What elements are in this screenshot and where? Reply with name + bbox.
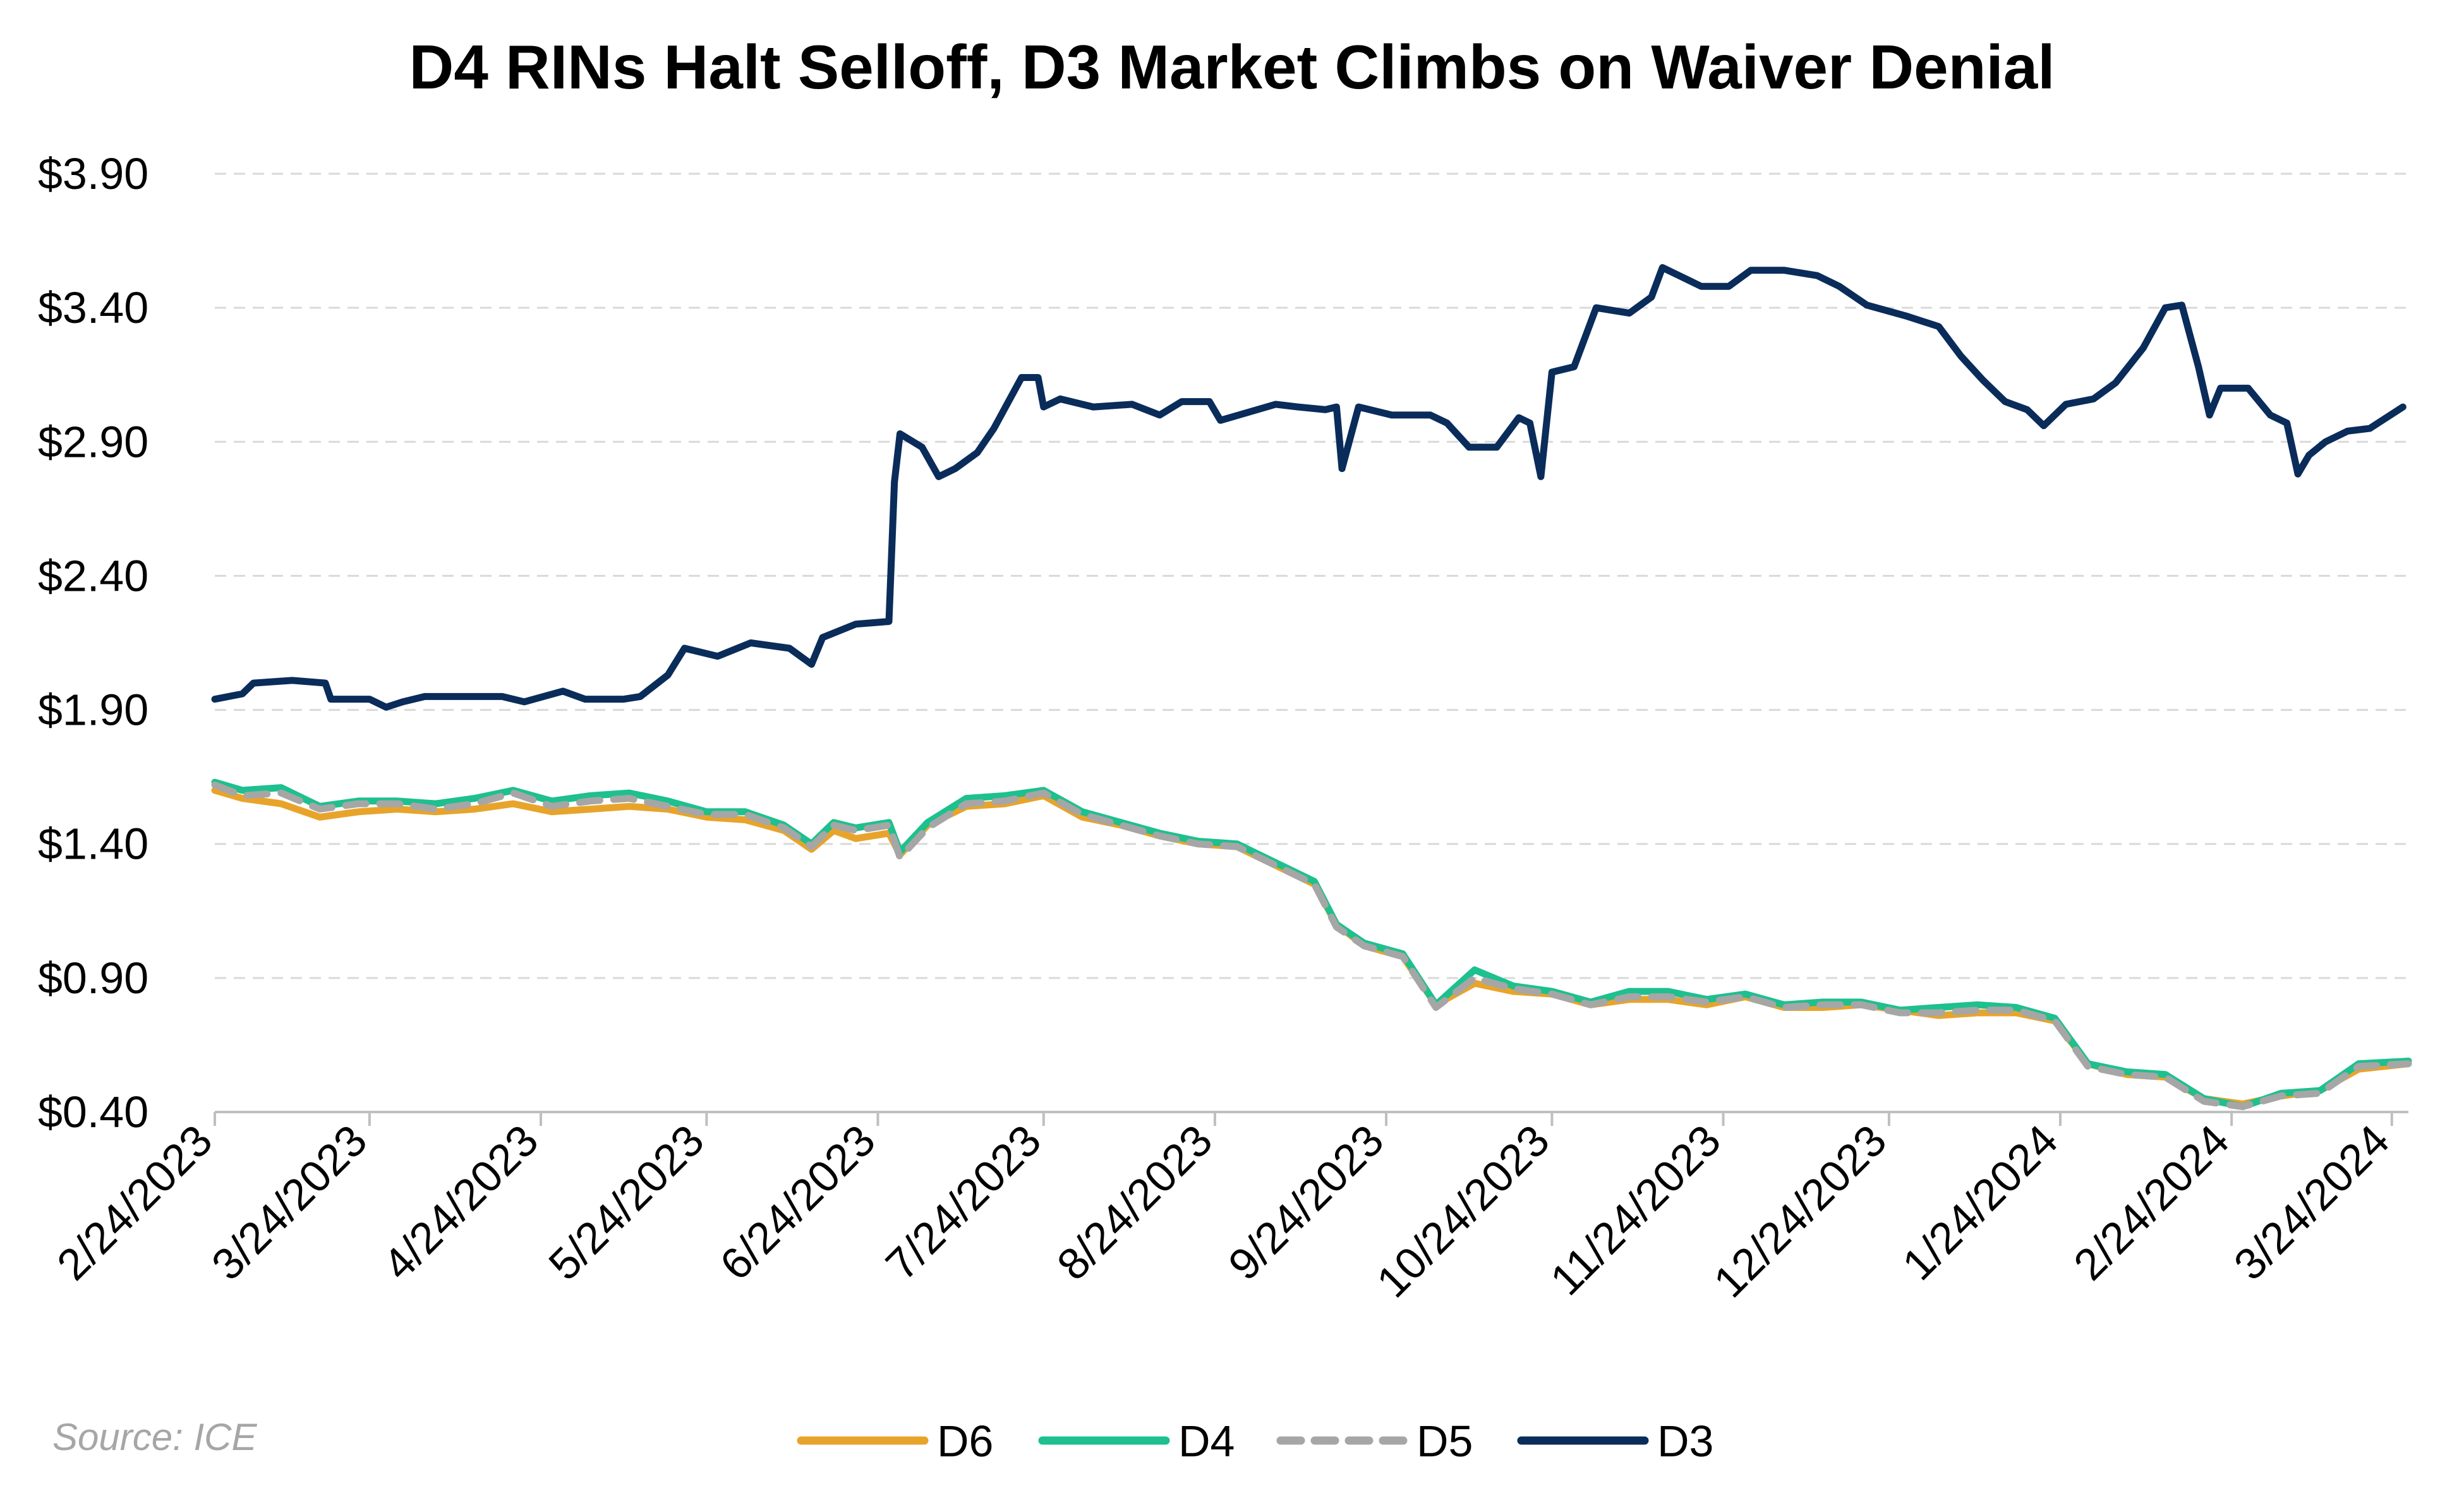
legend: D6 D4 D5 D3 — [797, 1417, 1713, 1466]
series-line-d3 — [211, 264, 2407, 711]
x-tick-label: 1/24/2024 — [1893, 1115, 2067, 1289]
x-tick-label: 12/24/2023 — [1705, 1115, 1896, 1307]
legend-label-d3: D3 — [1657, 1417, 1713, 1466]
y-tick-label: $1.40 — [38, 819, 148, 869]
x-tick-label: 8/24/2023 — [1048, 1115, 1221, 1289]
x-tick-label: 11/24/2023 — [1541, 1115, 1730, 1304]
y-tick-label: $1.90 — [38, 686, 148, 735]
legend-label-d5: D5 — [1416, 1417, 1473, 1466]
legend-label-d4: D4 — [1178, 1417, 1235, 1466]
y-tick-label: $0.40 — [38, 1087, 148, 1137]
x-tick-label: 10/24/2023 — [1367, 1115, 1559, 1307]
y-axis-tick-labels: $0.40 $0.90 $1.40 $1.90 $2.40 $2.90 $3.40 $3.90 — [38, 149, 148, 1137]
x-tick-label: 5/24/2023 — [540, 1115, 713, 1289]
series-lines — [211, 264, 2412, 1110]
x-axis-tick-labels: 2/24/20233/24/20234/24/20235/24/20236/24… — [47, 1112, 2398, 1307]
x-tick-label: 3/24/2023 — [202, 1115, 376, 1289]
y-tick-label: $2.90 — [38, 417, 148, 466]
x-tick-label: 2/24/2024 — [2064, 1115, 2238, 1289]
x-tick-label: 2/24/2023 — [47, 1115, 221, 1289]
gridlines — [215, 172, 2408, 979]
x-tick-label: 9/24/2023 — [1219, 1115, 1392, 1289]
legend-label-d6: D6 — [937, 1417, 993, 1466]
y-tick-label: $3.40 — [38, 283, 148, 332]
y-tick-label: $3.90 — [38, 149, 148, 198]
source-note: Source: ICE — [52, 1416, 257, 1458]
chart-title: D4 RINs Halt Selloff, D3 Market Climbs o… — [409, 32, 2055, 102]
y-tick-label: $2.40 — [38, 551, 148, 600]
x-tick-label: 4/24/2023 — [373, 1115, 547, 1289]
x-tick-label: 3/24/2024 — [2225, 1115, 2398, 1289]
y-tick-label: $0.90 — [38, 953, 148, 1003]
x-tick-label: 7/24/2023 — [876, 1115, 1050, 1289]
series-line-d5 — [211, 781, 2412, 1110]
x-tick-label: 6/24/2023 — [711, 1115, 885, 1289]
